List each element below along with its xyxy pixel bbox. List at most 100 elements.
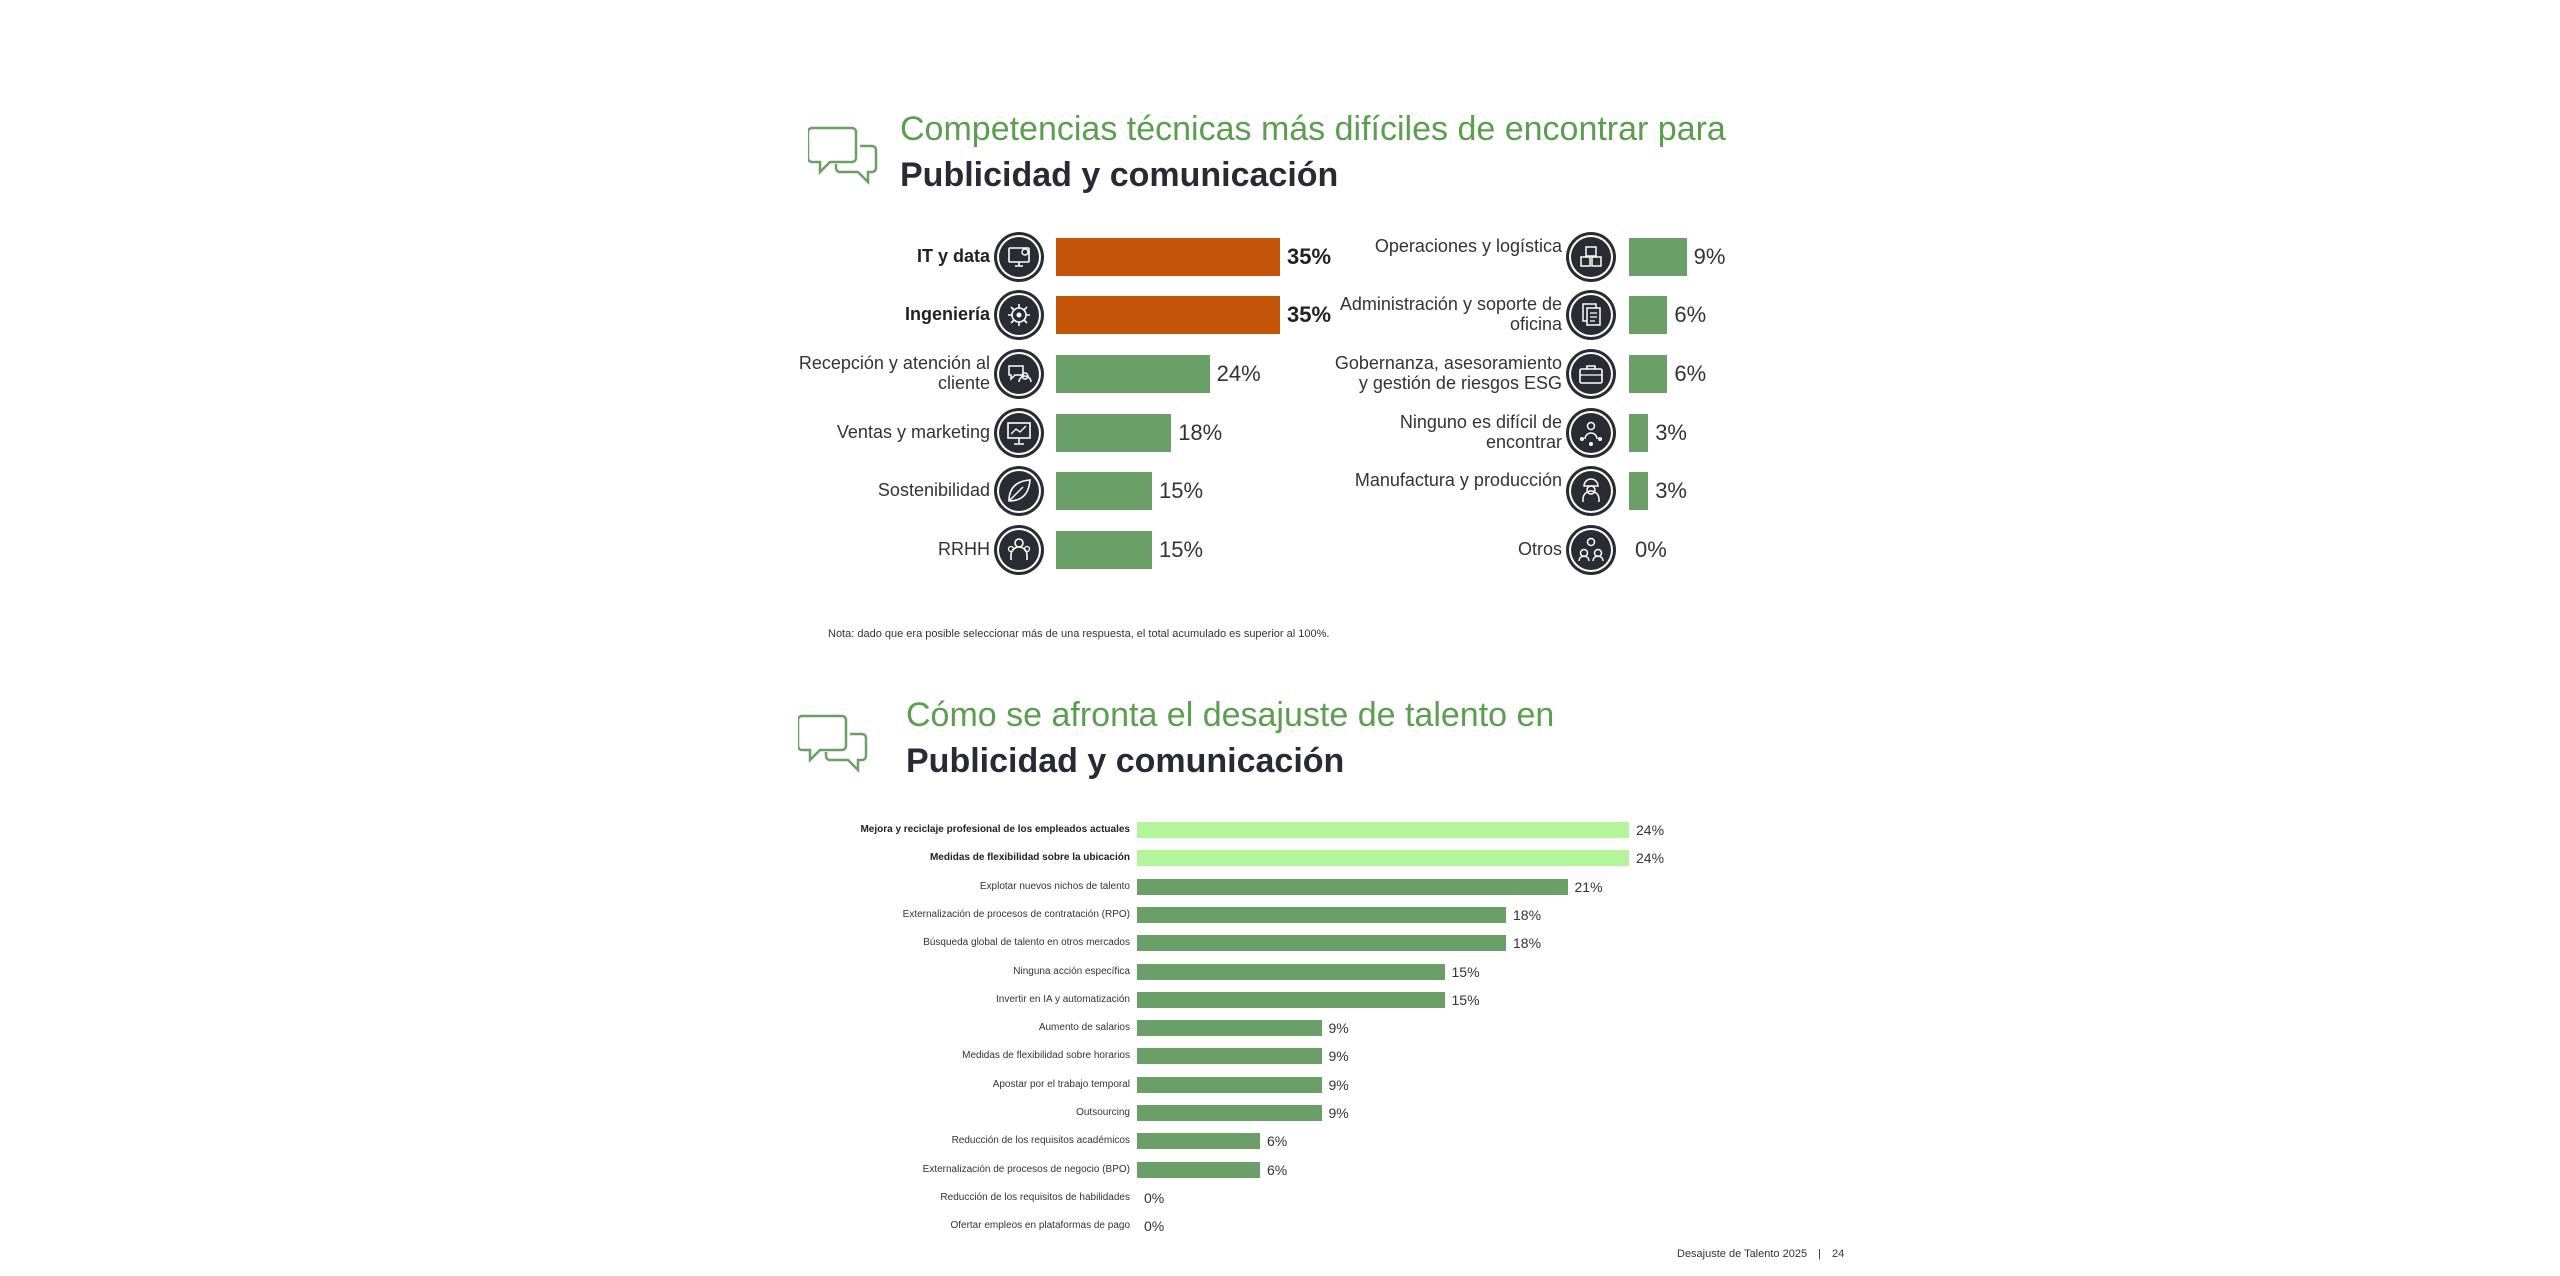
action-bar [1137,822,1629,838]
skill-value: 6% [1674,361,1707,386]
action-value: 9% [1328,1048,1349,1064]
action-label: Ofertar empleos en plataformas de pago [950,1220,1130,1231]
skill-label: Administración y soporte de oficina [1339,294,1562,334]
skill-label: Operaciones y logística [1374,236,1562,256]
section2-title-line2: Publicidad y comunicación [906,742,1345,780]
action-bar [1137,879,1568,895]
skill-label: Gobernanza, asesoramiento y gestión de r… [1334,353,1562,393]
skill-value: 35% [1287,302,1332,327]
skill-value: 0% [1635,537,1667,562]
gear-icon [997,293,1041,337]
action-bar [1137,992,1445,1008]
action-value: 9% [1328,1077,1349,1093]
skill-value: 15% [1159,537,1204,562]
skill-label: Manufactura y producción [1354,470,1562,490]
skill-bar [1056,531,1152,569]
section1-title-line1: Competencias técnicas más difíciles de e… [900,110,1726,148]
section1-title-line2: Publicidad y comunicación [900,156,1339,194]
action-bar [1137,1077,1322,1093]
skill-label: IT y data [916,246,990,266]
action-bar [1137,935,1506,951]
people-icon [997,528,1041,572]
action-label: Reducción de los requisitos académicos [951,1135,1130,1146]
leaf-icon [997,469,1041,513]
chat-bubbles-icon [806,122,880,192]
skill-label: Ingeniería [904,304,990,324]
action-value: 24% [1636,822,1665,838]
action-value: 18% [1513,907,1542,923]
group-icon [1569,528,1613,572]
page-number: 24 [1832,1248,1845,1260]
action-value: 15% [1451,964,1480,980]
skill-bar [1629,472,1649,510]
skill-bar [1056,414,1172,452]
computer-gear-icon [997,235,1041,279]
action-label: Aumento de salarios [1038,1022,1130,1033]
action-bar [1137,1048,1322,1064]
skill-value: 24% [1216,361,1261,386]
action-label: Medidas de flexibilidad sobre la ubicaci… [929,852,1130,863]
skill-label: Otros [1517,539,1562,559]
action-label: Invertir en IA y automatización [996,994,1130,1005]
action-value: 9% [1328,1020,1349,1036]
skill-label: Ninguno es difícil de encontrar [1399,412,1562,452]
action-bar [1137,964,1445,980]
action-bar [1137,1105,1322,1121]
action-bar [1137,1162,1260,1178]
action-label: Apostar por el trabajo temporal [992,1079,1130,1090]
briefcase-icon [1569,352,1613,396]
action-label: Medidas de flexibilidad sobre horarios [962,1050,1130,1061]
chat-headset-icon [997,352,1041,396]
documents-icon [1569,293,1613,337]
boxes-icon [1569,235,1613,279]
skill-value: 6% [1674,302,1707,327]
skill-label: Recepción y atención al cliente [798,353,990,393]
footer-text: Desajuste de Talento 2025 [1677,1248,1808,1260]
action-value: 6% [1267,1133,1288,1149]
skill-value: 35% [1287,244,1332,269]
skill-label: Sostenibilidad [877,480,990,500]
action-label: Outsourcing [1076,1107,1130,1118]
footer-separator: | [1818,1248,1821,1260]
skill-value: 18% [1178,420,1223,445]
action-bar [1137,1020,1322,1036]
action-label: Reducción de los requisitos de habilidad… [940,1192,1130,1203]
action-value: 15% [1451,992,1480,1008]
action-value: 0% [1144,1190,1165,1206]
skill-label: Ventas y marketing [836,422,990,442]
chart1-note: Nota: dado que era posible seleccionar m… [828,628,1330,640]
skill-bar [1629,238,1687,276]
section2-title-line1: Cómo se afronta el desajuste de talento … [906,696,1555,734]
skill-value: 3% [1655,420,1687,445]
action-value: 18% [1513,935,1542,951]
presentation-board-icon [997,411,1041,455]
skill-bar [1056,296,1280,334]
skill-bar [1629,355,1668,393]
skill-bar [1056,472,1152,510]
skill-value: 3% [1655,478,1687,503]
action-bar [1137,850,1629,866]
skill-bar [1629,414,1649,452]
action-value: 21% [1574,879,1603,895]
action-value: 9% [1328,1105,1349,1121]
action-value: 0% [1144,1218,1165,1234]
action-value: 24% [1636,850,1665,866]
person-network-icon [1569,411,1613,455]
action-label: Externalización de procesos de contratac… [902,909,1130,920]
action-label: Mejora y reciclaje profesional de los em… [860,824,1130,835]
action-bar [1137,907,1506,923]
skill-value: 15% [1159,478,1204,503]
action-label: Explotar nuevos nichos de talento [979,881,1130,892]
action-label: Búsqueda global de talento en otros merc… [923,937,1130,948]
action-bar [1137,1133,1260,1149]
action-label: Ninguna acción específica [1013,966,1130,977]
skill-bar [1629,296,1668,334]
action-value: 6% [1267,1162,1288,1178]
footer: Desajuste de Talento 2025 | 24 [1677,1248,1844,1260]
chat-bubbles-icon [796,710,870,780]
skill-value: 9% [1693,244,1726,269]
skill-label: RRHH [938,539,990,559]
worker-icon [1569,469,1613,513]
skill-bar [1056,238,1280,276]
skill-bar [1056,355,1210,393]
